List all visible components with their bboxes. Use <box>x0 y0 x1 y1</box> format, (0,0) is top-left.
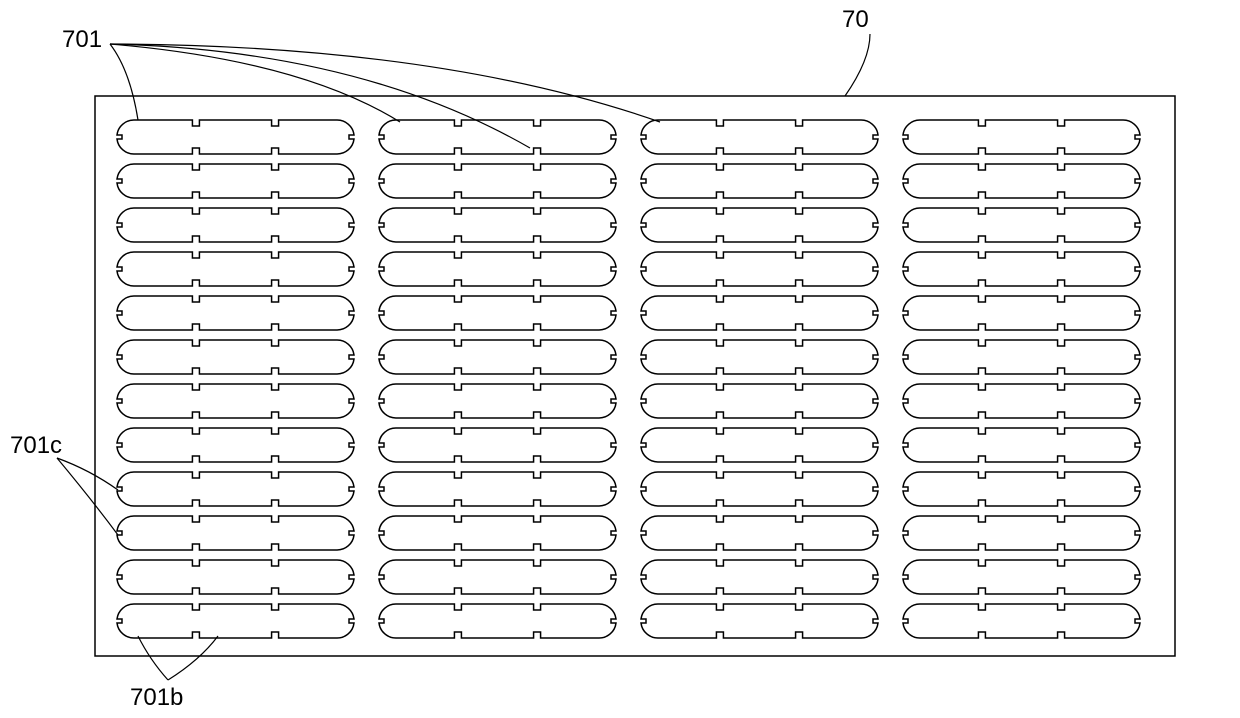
slot-capsule <box>903 516 1140 550</box>
slot-capsule <box>903 120 1140 154</box>
slot-capsule <box>903 560 1140 594</box>
slot-capsule <box>641 340 878 374</box>
slot-capsule <box>641 428 878 462</box>
slot-capsule <box>641 516 878 550</box>
diagram-svg <box>0 0 1240 718</box>
slot-capsule <box>641 208 878 242</box>
slot-capsule <box>379 164 616 198</box>
slot-capsule <box>903 604 1140 638</box>
slot-capsule <box>117 472 354 506</box>
slot-capsule <box>117 604 354 638</box>
slot-capsule <box>117 340 354 374</box>
slot-capsule <box>903 340 1140 374</box>
slot-capsule <box>641 472 878 506</box>
slot-capsule <box>641 252 878 286</box>
slot-capsule <box>903 472 1140 506</box>
slot-capsule <box>117 560 354 594</box>
slot-capsule <box>117 516 354 550</box>
slot-capsule <box>379 120 616 154</box>
slot-capsule <box>641 604 878 638</box>
slot-capsule <box>903 164 1140 198</box>
slot-capsule <box>379 340 616 374</box>
slot-capsule <box>117 428 354 462</box>
slot-capsule <box>641 384 878 418</box>
slot-capsule <box>903 384 1140 418</box>
slot-capsule <box>379 208 616 242</box>
slot-capsule <box>903 208 1140 242</box>
slot-capsule <box>379 252 616 286</box>
slot-capsule <box>641 164 878 198</box>
slot-capsule <box>379 428 616 462</box>
slot-capsule <box>379 384 616 418</box>
diagram-canvas: 70 701 701c 701b <box>0 0 1240 718</box>
slot-capsule <box>117 296 354 330</box>
slot-capsule <box>379 472 616 506</box>
slot-capsule <box>379 604 616 638</box>
slot-capsule <box>117 208 354 242</box>
slot-capsule <box>379 560 616 594</box>
slot-capsule <box>903 428 1140 462</box>
slot-capsule <box>117 120 354 154</box>
slot-capsule <box>641 120 878 154</box>
slot-capsule <box>641 560 878 594</box>
slot-capsule <box>379 296 616 330</box>
slot-capsule <box>117 252 354 286</box>
slot-capsule <box>641 296 878 330</box>
slot-capsule <box>379 516 616 550</box>
slot-capsule <box>117 164 354 198</box>
slot-capsule <box>903 252 1140 286</box>
slot-capsule <box>903 296 1140 330</box>
slot-capsule <box>117 384 354 418</box>
